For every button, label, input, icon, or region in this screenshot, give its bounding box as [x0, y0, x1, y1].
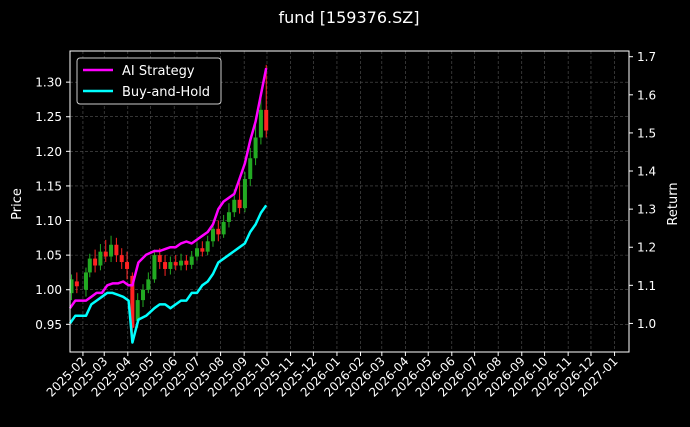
y2-tick-label: 1.1 [637, 279, 656, 293]
candle-body [168, 262, 173, 269]
candle-body [179, 260, 184, 266]
candle-body [200, 248, 205, 252]
candle-body [184, 260, 189, 265]
plot-frame [69, 50, 630, 353]
legend-label-buy-and-hold: Buy-and-Hold [122, 85, 210, 100]
candle-body [87, 258, 92, 273]
candle-body [226, 212, 231, 222]
y2-tick-label: 1.6 [637, 88, 656, 102]
candle-body [125, 262, 130, 269]
legend-label-ai-strategy: AI Strategy [122, 64, 195, 79]
candle-body [141, 289, 146, 301]
y2-tick-label: 1.4 [637, 165, 656, 179]
grid [70, 51, 629, 352]
y-tick-label: 0.95 [35, 318, 62, 332]
candle-body [69, 279, 74, 294]
candle-body [157, 255, 162, 263]
candle-body [119, 255, 124, 263]
candle-body [83, 272, 88, 290]
y-tick-label: 1.05 [35, 249, 62, 263]
candle-body [210, 228, 215, 242]
candle-body [93, 258, 98, 266]
candle-body [109, 244, 114, 257]
y-tick-label: 1.10 [35, 214, 62, 228]
series-lines [68, 67, 268, 344]
candle-body [216, 228, 221, 235]
candle-body [242, 179, 247, 209]
y2-axis-label: Return [666, 182, 681, 225]
candle-body [74, 281, 79, 287]
candle-body [248, 158, 253, 180]
candle-body [114, 244, 119, 256]
candle-body [146, 279, 151, 290]
candle-body [232, 199, 237, 213]
candle-body [189, 256, 194, 265]
y2-tick-label: 1.0 [637, 317, 656, 331]
y-tick-label: 1.25 [35, 110, 62, 124]
y-tick-label: 1.20 [35, 145, 62, 159]
candle-body [135, 300, 140, 321]
candle-body [98, 251, 103, 266]
ai-strategy-line [68, 67, 268, 309]
y2-tick-label: 1.7 [637, 50, 656, 64]
candle-body [258, 109, 263, 138]
candle-body [195, 248, 200, 257]
candle-body [205, 241, 210, 252]
candle-body [130, 275, 135, 328]
candle-body [152, 255, 157, 280]
chart-title: fund [159376.SZ] [279, 8, 420, 27]
y-tick-label: 1.15 [35, 179, 62, 193]
buy-and-hold-line [68, 204, 268, 344]
candle-body [253, 137, 258, 159]
y-tick-label: 1.00 [35, 283, 62, 297]
candle-body [221, 221, 226, 235]
candle-body [237, 199, 242, 209]
candlesticks [69, 64, 269, 342]
right-axis: 1.0 1.1 1.2 1.3 1.4 1.5 1.6 1.7 [629, 50, 656, 331]
y2-tick-label: 1.3 [637, 203, 656, 217]
candle-body [173, 262, 178, 266]
y2-tick-label: 1.2 [637, 241, 656, 255]
left-axis: 0.95 1.00 1.05 1.10 1.15 1.20 1.25 1.30 [35, 76, 70, 332]
candle-body [264, 109, 269, 131]
legend: AI Strategy Buy-and-Hold [76, 57, 222, 105]
y2-tick-label: 1.5 [637, 126, 656, 140]
candle-body [103, 251, 108, 257]
y-axis-label: Price [10, 188, 25, 220]
y-tick-label: 1.30 [35, 76, 62, 90]
candle-body [163, 262, 168, 269]
